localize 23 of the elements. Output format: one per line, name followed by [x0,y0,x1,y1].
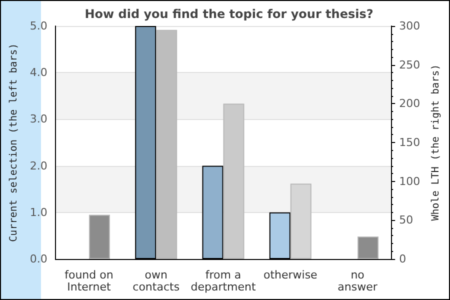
y-tick-label: 4.0 [30,66,48,80]
y-tick-label: 0.0 [30,252,48,266]
y2-tick-label: 200 [399,97,420,110]
x-tick-label: otherwise [263,268,318,282]
x-tick-label: no answer [338,268,378,294]
y2-axis-title: Whole LTH (the right bars) [430,64,442,221]
x-tick-label: found on Internet [64,268,114,294]
y2-tick-label: 50 [399,214,414,227]
bar [358,236,379,259]
y2-tick-label: 0 [399,252,406,266]
chart-title: How did you find the topic for your thesis? [84,7,374,21]
bar [88,214,110,259]
y-tick-label: 2.0 [30,159,48,172]
y-tick-label: 1.0 [30,206,48,219]
y2-tick-label: 100 [399,174,420,188]
y-tick-label: 5.0 [30,20,48,32]
y2-tick-label: 250 [399,58,420,72]
y-tick-label: 3.0 [30,112,48,126]
y2-tick-label: 300 [399,20,420,32]
y-axis-title: Current selection (the left bars) [8,43,20,242]
x-tick-label: own contacts [132,268,180,294]
x-tick-label: from a department [190,268,256,294]
y2-tick-label: 150 [399,136,420,149]
